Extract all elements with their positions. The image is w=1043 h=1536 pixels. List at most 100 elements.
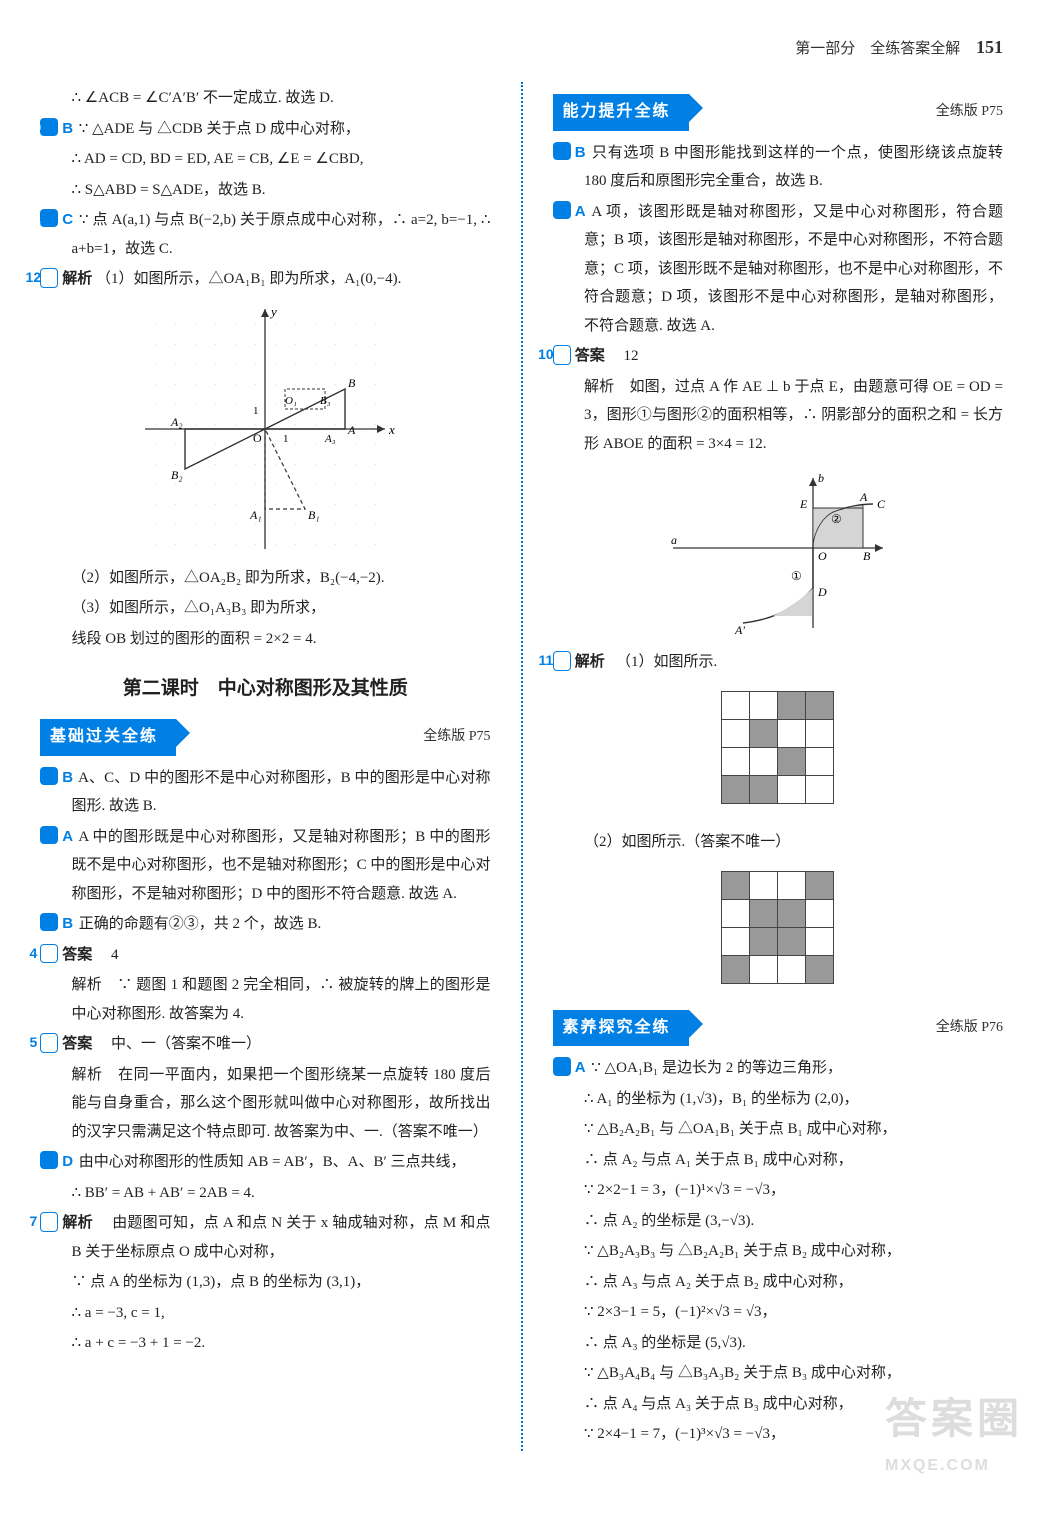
- svg-text:1: 1: [283, 433, 289, 445]
- header-part: 第一部分 全练答案全解: [795, 41, 960, 57]
- cont-line: ∴ ∠ACB = ∠C′A′B′ 不一定成立. 故选 D.: [40, 84, 491, 113]
- qans: B: [62, 915, 73, 932]
- qans: 4: [111, 947, 119, 963]
- svg-text:B: B: [348, 376, 356, 390]
- b1: 1B A、C、D 中的图形不是中心对称图形，B 中的图形是中心对称图形. 故选 …: [40, 764, 491, 821]
- svg-text:B₃: B₃: [320, 395, 331, 407]
- qans: A: [62, 828, 73, 845]
- qnum: 1: [40, 767, 58, 785]
- svg-text:A′: A′: [734, 623, 745, 637]
- qans: B: [62, 769, 73, 786]
- banner-row-2: 能力提升全练 全练版 P75: [553, 94, 1004, 130]
- banner-row-3: 素养探究全练 全练版 P76: [553, 1010, 1004, 1046]
- banner-row-1: 基础过关全练 全练版 P75: [40, 719, 491, 755]
- qnum: 4: [40, 944, 58, 964]
- svg-text:A: A: [859, 490, 868, 504]
- qlabel: 答案: [62, 1036, 92, 1052]
- qlabel: 答案: [575, 348, 605, 364]
- watermark-sub: MXQE.COM: [885, 1451, 1023, 1481]
- two-column-layout: ∴ ∠ACB = ∠C′A′B′ 不一定成立. 故选 D. 10B ∵ △ADE…: [40, 82, 1003, 1451]
- svg-text:O₁: O₁: [285, 395, 297, 407]
- qans: B: [62, 120, 73, 137]
- b7c: ∴ a = −3, c = 1,: [40, 1299, 491, 1328]
- qtext: 由中心对称图形的性质知 AB = AB′，B、A、B′ 三点共线，: [79, 1154, 466, 1170]
- svg-text:②: ②: [831, 512, 842, 526]
- b5: 5答案 中、一（答案不唯一）: [40, 1030, 491, 1059]
- svg-text:A₃: A₃: [324, 433, 336, 445]
- q12c: （3）如图所示，△O₁A₃B₃ 即为所求，: [40, 594, 491, 623]
- svg-text:y: y: [269, 304, 277, 319]
- qnum: 2: [40, 826, 58, 844]
- r12k: ∵ △B₃A₄B₄ 与 △B₃A₃B₂ 关于点 B₃ 成中心对称，: [553, 1359, 1004, 1388]
- q10: 10B ∵ △ADE 与 △CDB 关于点 D 成中心对称，: [40, 115, 491, 144]
- grid-table-1: [721, 691, 834, 804]
- r12: 12A ∵ △OA₁B₁ 是边长为 2 的等边三角形，: [553, 1054, 1004, 1083]
- svg-text:x: x: [388, 422, 395, 437]
- q12: 12解析 （1）如图所示，△OA₁B₁ 即为所求，A₁(0,−4).: [40, 265, 491, 294]
- column-divider: [521, 82, 523, 1451]
- qtext: A 项，该图形既是轴对称图形，又是中心对称图形，符合题意；B 项，该图形是轴对称…: [584, 204, 1003, 334]
- r12c: ∵ △B₂A₂B₁ 与 △OA₁B₁ 关于点 B₁ 成中心对称，: [553, 1115, 1004, 1144]
- svg-text:A: A: [347, 423, 356, 437]
- r11b: （2）如图所示.（答案不唯一）: [553, 828, 1004, 857]
- qnum: 10: [40, 118, 58, 136]
- qans: 中、一（答案不唯一）: [111, 1036, 261, 1052]
- svg-text:D: D: [817, 585, 827, 599]
- b7: 7解析 由题图可知，点 A 和点 N 关于 x 轴成轴对称，点 M 和点 B 关…: [40, 1209, 491, 1266]
- qlabel: 解析: [62, 271, 92, 287]
- r12b: ∴ A₁ 的坐标为 (1,√3)，B₁ 的坐标为 (2,0)，: [553, 1085, 1004, 1114]
- page-ref: 全练版 P75: [936, 99, 1003, 126]
- qtext: ∵ 点 A(a,1) 与点 B(−2,b) 关于原点成中心对称，∴ a=2, b…: [72, 212, 491, 257]
- qans: C: [62, 211, 73, 228]
- page-ref: 全练版 P75: [423, 724, 490, 751]
- qnum: 7: [40, 1212, 58, 1232]
- q11: 11C ∵ 点 A(a,1) 与点 B(−2,b) 关于原点成中心对称，∴ a=…: [40, 206, 491, 263]
- qans: B: [575, 144, 586, 161]
- r12f: ∴ 点 A₂ 的坐标是 (3,−√3).: [553, 1207, 1004, 1236]
- qtext: ∵ △OA₁B₁ 是边长为 2 的等边三角形，: [591, 1060, 842, 1076]
- svg-text:O: O: [818, 549, 827, 563]
- left-column: ∴ ∠ACB = ∠C′A′B′ 不一定成立. 故选 D. 10B ∵ △ADE…: [40, 82, 491, 1451]
- qnum: 12: [553, 1057, 571, 1075]
- grid-table-2: [721, 871, 834, 984]
- page-header: 第一部分 全练答案全解 151: [40, 30, 1003, 64]
- banner-ability: 能力提升全练: [553, 94, 689, 130]
- r12i: ∵ 2×3−1 = 5，(−1)²×√3 = √3，: [553, 1298, 1004, 1327]
- header-pageno: 151: [976, 37, 1003, 57]
- qans: A: [575, 1059, 586, 1076]
- svg-text:B₁: B₁: [308, 508, 320, 522]
- svg-text:1: 1: [253, 405, 259, 417]
- r9: 9A A 项，该图形既是轴对称图形，又是中心对称图形，符合题意；B 项，该图形是…: [553, 198, 1004, 341]
- r12d: ∴ 点 A₂ 与点 A₁ 关于点 B₁ 成中心对称，: [553, 1146, 1004, 1175]
- qtext: ∵ △ADE 与 △CDB 关于点 D 成中心对称，: [79, 121, 360, 137]
- q12b: （2）如图所示，△OA₂B₂ 即为所求，B₂(−4,−2).: [40, 564, 491, 593]
- q12d: 线段 OB 划过的图形的面积 = 2×2 = 4.: [40, 625, 491, 654]
- svg-text:①: ①: [791, 569, 802, 583]
- b7b: ∵ 点 A 的坐标为 (1,3)，点 B 的坐标为 (3,1)，: [40, 1268, 491, 1297]
- svg-text:B₂: B₂: [171, 468, 183, 482]
- qlabel: 解析: [62, 1215, 93, 1231]
- r12l: ∴ 点 A₄ 与点 A₃ 关于点 B₃ 成中心对称，: [553, 1390, 1004, 1419]
- coord-figure: x y O 1 1 A B A₁ B₁ A₂ B₂ B₃: [40, 304, 491, 554]
- r10: 10答案 12: [553, 342, 1004, 371]
- svg-text:b: b: [818, 471, 824, 485]
- curve-figure: O a b E A C B D A′ ①: [553, 468, 1004, 638]
- svg-text:B: B: [863, 549, 871, 563]
- qtext: A 中的图形既是中心对称图形，又是轴对称图形；B 中的图形既不是中心对称图形，也…: [72, 829, 491, 902]
- qnum: 9: [553, 201, 571, 219]
- qnum: 5: [40, 1033, 58, 1053]
- r12j: ∴ 点 A₃ 的坐标是 (5,√3).: [553, 1329, 1004, 1358]
- qans: 12: [623, 348, 638, 364]
- svg-text:C: C: [877, 497, 886, 511]
- qnum: 11: [553, 651, 571, 671]
- qnum: 10: [553, 345, 571, 365]
- b5x: 解析 在同一平面内，如果把一个图形绕某一点旋转 180 度后能与自身重合，那么这…: [40, 1061, 491, 1147]
- qans: D: [62, 1153, 73, 1170]
- qnum: 8: [553, 142, 571, 160]
- qtext: （1）如图所示，△OA₁B₁ 即为所求，A₁(0,−4).: [96, 271, 401, 287]
- svg-text:a: a: [671, 533, 677, 547]
- qtext: A、C、D 中的图形不是中心对称图形，B 中的图形是中心对称图形. 故选 B.: [72, 770, 491, 815]
- qlabel: 答案: [62, 947, 92, 963]
- qnum: 3: [40, 913, 58, 931]
- qtext: 只有选项 B 中图形能找到这样的一个点，使图形绕该点旋转 180 度后和原图形完…: [584, 145, 1003, 190]
